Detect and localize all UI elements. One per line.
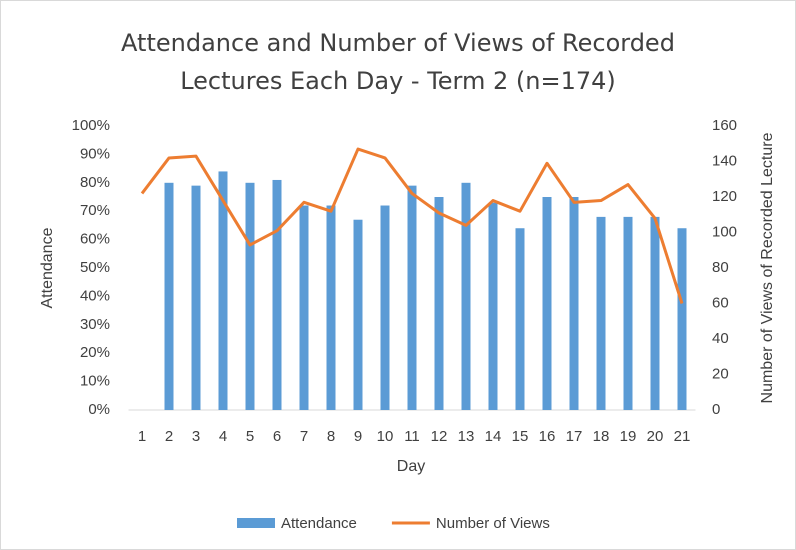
y-tick-label: 80%: [80, 174, 110, 191]
y-tick-label: 20%: [80, 344, 110, 361]
x-tick-label: 8: [327, 428, 335, 445]
legend-swatch: [237, 518, 275, 528]
x-tick-label: 10: [377, 428, 394, 445]
x-tick-label: 5: [246, 428, 254, 445]
x-tick-label: 6: [273, 428, 281, 445]
legend-label: Number of Views: [436, 515, 550, 532]
x-tick-label: 7: [300, 428, 308, 445]
y2-tick-label: 140: [712, 152, 737, 169]
x-tick-label: 15: [512, 428, 529, 445]
y2-tick-label: 60: [712, 294, 729, 311]
x-tick-label: 9: [354, 428, 362, 445]
x-tick-label: 19: [620, 428, 637, 445]
x-tick-label: 16: [539, 428, 556, 445]
y-tick-label: 0%: [88, 401, 110, 418]
bar: [569, 197, 579, 410]
bar: [380, 205, 390, 410]
x-tick-label: 12: [431, 428, 448, 445]
y-tick-label: 100%: [72, 117, 110, 134]
bar: [191, 185, 201, 410]
x-tick-label: 3: [192, 428, 200, 445]
x-tick-label: 18: [593, 428, 610, 445]
y2-tick-label: 40: [712, 330, 729, 347]
bar: [245, 182, 255, 410]
x-tick-label: 4: [219, 428, 227, 445]
bar: [623, 216, 633, 410]
x-tick-label: 17: [566, 428, 583, 445]
y-tick-label: 10%: [80, 373, 110, 390]
bar: [515, 228, 525, 410]
y2-tick-label: 120: [712, 188, 737, 205]
bar: [299, 205, 309, 410]
y2-tick-label: 80: [712, 259, 729, 276]
y-tick-label: 30%: [80, 316, 110, 333]
y-axis-label: Attendance: [39, 227, 56, 308]
y-tick-label: 50%: [80, 259, 110, 276]
legend-label: Attendance: [281, 515, 357, 532]
y-tick-label: 60%: [80, 231, 110, 248]
y2-tick-label: 100: [712, 223, 737, 240]
y2-tick-label: 20: [712, 365, 729, 382]
x-tick-label: 14: [485, 428, 502, 445]
x-tick-label: 13: [458, 428, 475, 445]
x-tick-label: 1: [138, 428, 146, 445]
x-tick-label: 21: [674, 428, 691, 445]
bar: [218, 171, 228, 410]
bar: [164, 182, 174, 410]
x-axis-label: Day: [397, 458, 425, 475]
bar: [677, 228, 687, 410]
bar: [650, 216, 660, 410]
y-tick-label: 70%: [80, 202, 110, 219]
x-tick-label: 2: [165, 428, 173, 445]
title-box: Attendance and Number of Views of Record…: [121, 29, 675, 95]
line: [140, 147, 684, 304]
y-tick-label: 40%: [80, 287, 110, 304]
bar: [596, 216, 606, 410]
bar: [542, 197, 552, 410]
y-tick-label: 90%: [80, 145, 110, 162]
bar: [461, 182, 471, 410]
bar: [488, 202, 498, 410]
y2-tick-label: 160: [712, 117, 737, 134]
x-tick-label: 11: [404, 428, 420, 445]
bar: [353, 219, 363, 410]
x-tick-label: 20: [647, 428, 664, 445]
bar: [326, 205, 336, 410]
y2-tick-label: 0: [712, 401, 720, 418]
bar: [407, 185, 417, 410]
y2-axis-label: Number of Views of Recorded Lecture: [759, 132, 776, 403]
bar: [434, 197, 444, 410]
chart-title: Attendance and Number of Views of Record…: [121, 29, 675, 95]
bar: [272, 179, 282, 410]
